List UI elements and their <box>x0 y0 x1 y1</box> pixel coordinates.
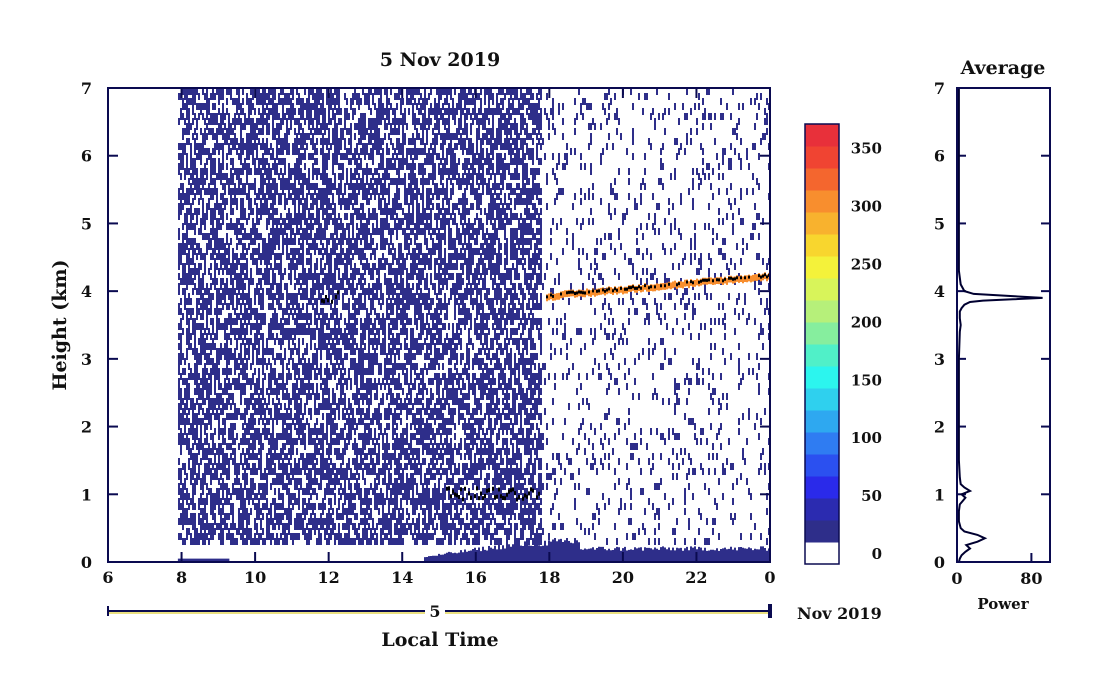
colorbar-cell <box>805 256 839 279</box>
colorbar-cells <box>805 124 839 565</box>
colorbar-cell <box>805 388 839 411</box>
average-y-tick-label: 4 <box>934 282 945 301</box>
colorbar-tick-label: 350 <box>851 140 882 158</box>
colorbar-cell <box>805 168 839 191</box>
colorbar-tick-label: 100 <box>851 429 882 447</box>
heatmap-cloud-fragment <box>321 290 339 304</box>
colorbar-tick-label: 250 <box>851 256 882 274</box>
heatmap-surface-trace <box>177 558 230 562</box>
main-x-tick-label: 8 <box>176 568 187 587</box>
average-y-tick-label: 6 <box>934 147 945 166</box>
colorbar-cell <box>805 520 839 543</box>
colorbar-tick-labels: 0 50 100 150 200 250 300 350 <box>851 140 882 563</box>
main-x-tick-label: 12 <box>318 568 340 587</box>
main-y-axis-label: Height (km) <box>49 260 71 391</box>
average-x-tick-label: 80 <box>1020 569 1042 588</box>
colorbar-tick-label: 50 <box>861 487 882 505</box>
date-axis-day-label-bg <box>425 602 445 620</box>
colorbar-cell <box>805 212 839 235</box>
colorbar-cell <box>805 234 839 257</box>
colorbar-tick-label: 300 <box>851 198 882 216</box>
average-chart-title: Average <box>960 57 1046 79</box>
heatmap-cloud-layer-saturated <box>546 273 770 299</box>
average-y-tick-label: 7 <box>934 79 945 98</box>
main-x-tick-label: 10 <box>244 568 266 587</box>
main-y-tick-label: 2 <box>81 418 92 437</box>
colorbar-cell <box>805 124 839 147</box>
colorbar-cell <box>805 278 839 301</box>
main-y-tick-label: 0 <box>81 553 92 572</box>
main-y-tick-label: 5 <box>81 214 92 233</box>
main-x-tick-label: 0 <box>764 568 775 587</box>
colorbar-cell <box>805 190 839 213</box>
main-x-tick-label: 20 <box>612 568 634 587</box>
average-y-tick-label: 0 <box>934 553 945 572</box>
main-y-tick-label: 6 <box>81 147 92 166</box>
colorbar-cell <box>805 146 839 169</box>
colorbar-cell <box>805 322 839 345</box>
heatmap-boundary-layer <box>424 538 770 562</box>
average-x-axis-label: Power <box>977 595 1029 613</box>
average-profile-line <box>957 88 1043 563</box>
colorbar-tick-label: 200 <box>851 313 882 331</box>
main-plot-frame <box>107 87 771 563</box>
average-y-tick-label: 3 <box>934 350 945 369</box>
heatmap-noise <box>542 88 770 545</box>
main-y-tick-label: 1 <box>81 485 92 504</box>
main-x-tick-label: 6 <box>102 568 113 587</box>
main-x-axis-label: Local Time <box>381 629 498 651</box>
colorbar-cell <box>805 344 839 367</box>
colorbar-tick-label: 0 <box>872 545 882 563</box>
colorbar-cell <box>805 366 839 389</box>
heatmap-noise <box>178 88 542 545</box>
main-y-tick-label: 4 <box>81 282 92 301</box>
colorbar-cell <box>805 498 839 521</box>
main-x-tick-label: 22 <box>685 568 707 587</box>
average-y-tick-label: 5 <box>934 214 945 233</box>
average-axis-ticks: 0 1 2 3 4 5 6 7 0 80 <box>934 79 1050 588</box>
main-x-tick-label: 14 <box>391 568 413 587</box>
average-plot-frame <box>956 87 1051 563</box>
colorbar-frame <box>804 123 840 565</box>
colorbar-cell <box>805 432 839 455</box>
date-axis: 5 Nov 2019 <box>107 602 882 623</box>
colorbar-cell <box>805 476 839 499</box>
colorbar-cell <box>805 542 839 565</box>
main-chart-title: 5 Nov 2019 <box>380 49 500 71</box>
main-y-tick-label: 7 <box>81 79 92 98</box>
date-axis-day-label: 5 <box>429 602 440 621</box>
colorbar-tick-label: 150 <box>851 371 882 389</box>
colorbar-cell <box>805 454 839 477</box>
colorbar: 0 50 100 150 200 250 300 350 <box>804 123 882 565</box>
colorbar-cell <box>805 410 839 433</box>
heatmap-low-cloud <box>446 486 540 502</box>
date-axis-month-label: Nov 2019 <box>797 604 882 623</box>
main-x-tick-label: 18 <box>538 568 560 587</box>
average-x-tick-label: 0 <box>951 569 962 588</box>
average-y-tick-label: 2 <box>934 418 945 437</box>
average-y-tick-label: 1 <box>934 485 945 504</box>
average-chart: Average 0 1 2 3 4 5 6 7 0 80 Power <box>934 57 1051 613</box>
colorbar-cell <box>805 300 839 323</box>
main-x-tick-label: 16 <box>465 568 487 587</box>
main-y-tick-label: 3 <box>81 350 92 369</box>
heatmap-area <box>177 88 770 562</box>
